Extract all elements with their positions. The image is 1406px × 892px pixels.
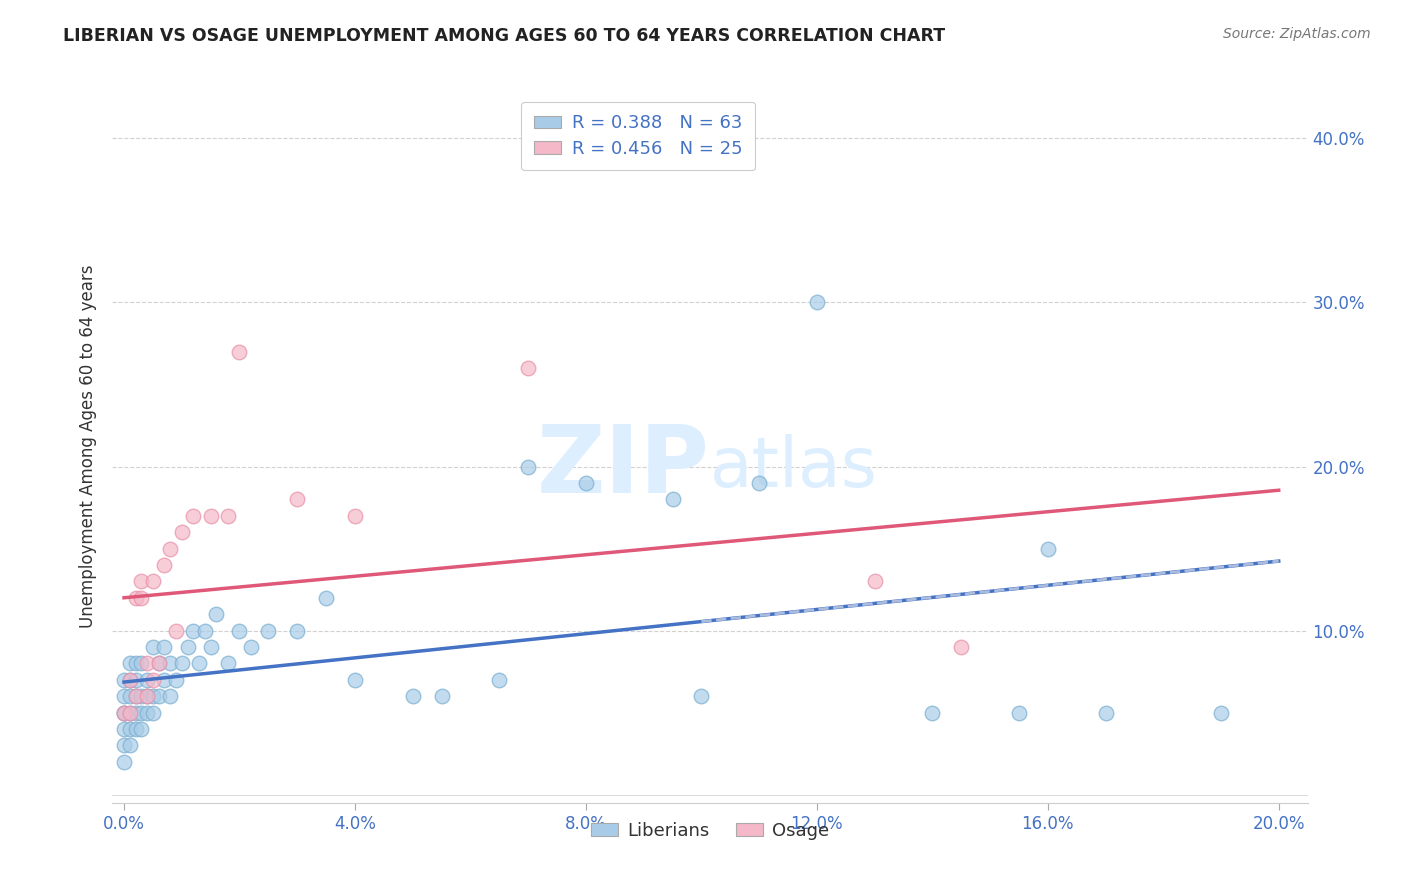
- Text: LIBERIAN VS OSAGE UNEMPLOYMENT AMONG AGES 60 TO 64 YEARS CORRELATION CHART: LIBERIAN VS OSAGE UNEMPLOYMENT AMONG AGE…: [63, 27, 945, 45]
- Point: [124, 689, 146, 703]
- Point: [153, 673, 176, 687]
- Point: [240, 640, 263, 654]
- Point: [148, 657, 170, 671]
- Point: [575, 475, 598, 490]
- Point: [950, 640, 973, 654]
- Point: [194, 624, 217, 638]
- Y-axis label: Unemployment Among Ages 60 to 64 years: Unemployment Among Ages 60 to 64 years: [79, 264, 97, 628]
- Point: [142, 689, 165, 703]
- Point: [343, 673, 366, 687]
- Point: [131, 591, 153, 605]
- Point: [517, 361, 540, 376]
- Point: [112, 722, 135, 736]
- Point: [257, 624, 280, 638]
- Point: [118, 706, 141, 720]
- Point: [165, 673, 187, 687]
- Point: [200, 508, 222, 523]
- Point: [112, 673, 135, 687]
- Point: [136, 673, 159, 687]
- Point: [131, 574, 153, 589]
- Point: [124, 657, 146, 671]
- Point: [402, 689, 425, 703]
- Point: [690, 689, 713, 703]
- Text: Source: ZipAtlas.com: Source: ZipAtlas.com: [1223, 27, 1371, 41]
- Point: [1209, 706, 1232, 720]
- Point: [118, 673, 141, 687]
- Point: [131, 706, 153, 720]
- Point: [112, 706, 135, 720]
- Point: [136, 706, 159, 720]
- Point: [863, 574, 886, 589]
- Point: [153, 640, 176, 654]
- Point: [118, 739, 141, 753]
- Point: [118, 706, 141, 720]
- Point: [118, 722, 141, 736]
- Point: [181, 508, 204, 523]
- Point: [131, 689, 153, 703]
- Point: [148, 689, 170, 703]
- Point: [112, 706, 135, 720]
- Point: [124, 722, 146, 736]
- Point: [228, 624, 250, 638]
- Point: [661, 492, 683, 507]
- Point: [217, 657, 239, 671]
- Point: [142, 673, 165, 687]
- Point: [131, 722, 153, 736]
- Point: [165, 624, 187, 638]
- Point: [217, 508, 239, 523]
- Point: [430, 689, 453, 703]
- Point: [159, 689, 181, 703]
- Point: [112, 739, 135, 753]
- Point: [1036, 541, 1059, 556]
- Point: [112, 755, 135, 769]
- Point: [112, 689, 135, 703]
- Point: [136, 689, 159, 703]
- Point: [188, 657, 211, 671]
- Point: [285, 492, 308, 507]
- Text: ZIP: ZIP: [537, 421, 710, 514]
- Point: [148, 657, 170, 671]
- Point: [748, 475, 770, 490]
- Point: [142, 706, 165, 720]
- Point: [176, 640, 198, 654]
- Point: [124, 706, 146, 720]
- Point: [285, 624, 308, 638]
- Point: [1094, 706, 1116, 720]
- Point: [170, 657, 193, 671]
- Point: [315, 591, 337, 605]
- Point: [806, 295, 828, 310]
- Legend: Liberians, Osage: Liberians, Osage: [583, 815, 837, 847]
- Point: [142, 574, 165, 589]
- Point: [159, 657, 181, 671]
- Point: [124, 689, 146, 703]
- Point: [517, 459, 540, 474]
- Text: atlas: atlas: [710, 434, 877, 501]
- Point: [136, 689, 159, 703]
- Point: [136, 657, 159, 671]
- Point: [228, 344, 250, 359]
- Point: [124, 591, 146, 605]
- Point: [112, 706, 135, 720]
- Point: [170, 525, 193, 540]
- Point: [205, 607, 228, 622]
- Point: [181, 624, 204, 638]
- Point: [153, 558, 176, 572]
- Point: [1008, 706, 1031, 720]
- Point: [142, 640, 165, 654]
- Point: [159, 541, 181, 556]
- Point: [200, 640, 222, 654]
- Point: [921, 706, 943, 720]
- Point: [118, 689, 141, 703]
- Point: [118, 657, 141, 671]
- Point: [488, 673, 510, 687]
- Point: [124, 673, 146, 687]
- Point: [343, 508, 366, 523]
- Point: [131, 657, 153, 671]
- Point: [118, 673, 141, 687]
